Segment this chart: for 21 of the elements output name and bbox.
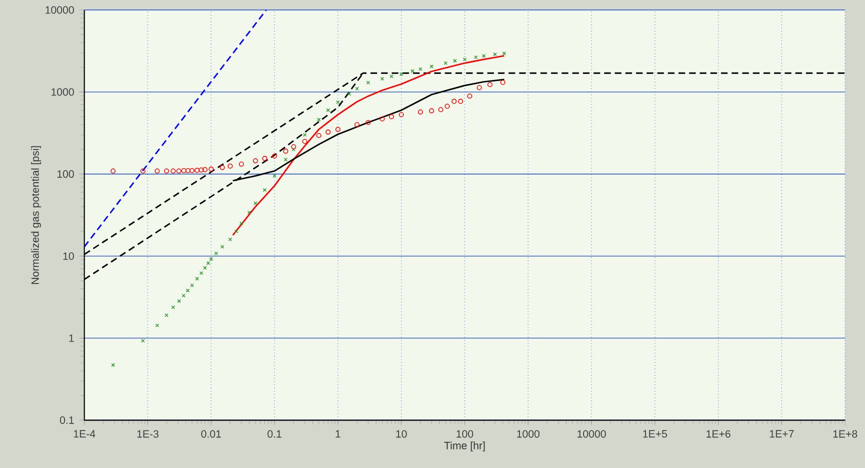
y-tick-label: 100 xyxy=(57,170,74,178)
x-tick-label: 100 xyxy=(456,430,474,438)
y-tick-label: 1 xyxy=(69,334,74,342)
x-tick-label: 10 xyxy=(396,430,407,438)
x-tick-label: 1E+8 xyxy=(833,430,858,438)
x-tick-label: 1E+7 xyxy=(770,430,794,438)
y-tick-label: 10000 xyxy=(46,6,74,14)
x-tick-label: 10000 xyxy=(578,430,606,438)
x-tick-label: 1E-3 xyxy=(137,430,158,438)
x-axis-title: Time [hr] xyxy=(444,442,485,452)
x-tick-label: 1E-4 xyxy=(74,430,96,438)
y-tick-label: 0.1 xyxy=(60,416,74,424)
x-tick-label: 1000 xyxy=(517,430,540,438)
x-tick-label: 0.1 xyxy=(268,430,282,438)
y-tick-label: 1000 xyxy=(52,88,74,96)
x-tick-label: 1E+5 xyxy=(643,430,667,438)
x-tick-label: 0.01 xyxy=(201,430,221,438)
x-tick-label: 1E+6 xyxy=(706,430,730,438)
x-tick-label: 1 xyxy=(336,430,340,438)
y-tick-label: 10 xyxy=(63,252,74,260)
y-axis-title: Normalized gas potential [psi] xyxy=(31,146,42,284)
